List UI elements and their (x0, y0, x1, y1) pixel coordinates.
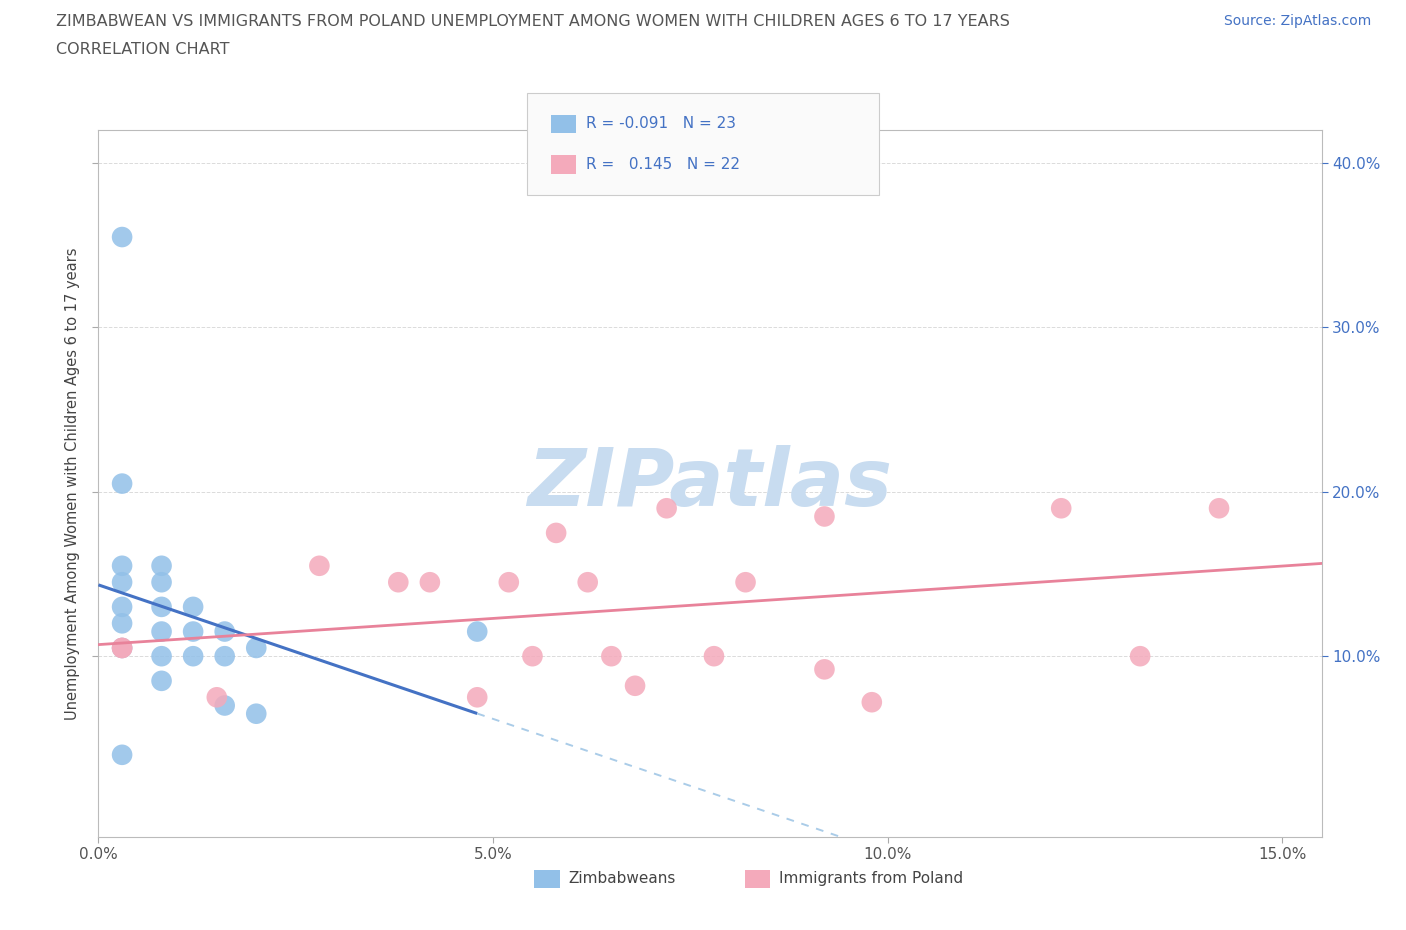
Point (465, 690, 488, 705)
Point (1050, 501, 1073, 516)
Point (150, 575, 173, 590)
Text: R = -0.091   N = 23: R = -0.091 N = 23 (586, 116, 737, 131)
Point (813, 509, 835, 524)
Point (150, 649, 173, 664)
Point (522, 649, 544, 664)
Point (205, 690, 228, 705)
Point (150, 558, 173, 573)
Point (111, 476, 134, 491)
Point (419, 575, 441, 590)
Point (111, 616, 134, 631)
Point (734, 575, 756, 590)
Point (624, 678, 647, 693)
Point (181, 624, 204, 639)
Point (860, 695, 883, 710)
Text: Zimbabweans: Zimbabweans (568, 871, 675, 886)
Text: R =   0.145   N = 22: R = 0.145 N = 22 (586, 157, 741, 172)
Point (546, 525, 568, 540)
Text: ZIMBABWEAN VS IMMIGRANTS FROM POLAND UNEMPLOYMENT AMONG WOMEN WITH CHILDREN AGES: ZIMBABWEAN VS IMMIGRANTS FROM POLAND UNE… (56, 14, 1010, 29)
Point (214, 649, 236, 664)
Text: ZIPatlas: ZIPatlas (527, 445, 893, 523)
Point (181, 600, 204, 615)
Point (111, 600, 134, 615)
Point (150, 600, 173, 615)
Point (465, 624, 488, 639)
Text: CORRELATION CHART: CORRELATION CHART (56, 42, 229, 57)
Point (150, 624, 173, 639)
Point (1129, 649, 1152, 664)
Point (576, 575, 599, 590)
Point (813, 662, 835, 677)
Point (111, 641, 134, 656)
Point (387, 575, 409, 590)
Point (308, 558, 330, 573)
Point (1208, 501, 1230, 516)
Point (111, 641, 134, 656)
Point (703, 649, 725, 664)
Point (245, 706, 267, 721)
Text: Immigrants from Poland: Immigrants from Poland (779, 871, 963, 886)
Point (111, 641, 134, 656)
Point (111, 748, 134, 763)
Point (150, 673, 173, 688)
Point (655, 501, 678, 516)
Point (498, 575, 520, 590)
Text: Source: ZipAtlas.com: Source: ZipAtlas.com (1223, 14, 1371, 28)
Point (111, 575, 134, 590)
Point (214, 698, 236, 713)
Point (245, 641, 267, 656)
Point (214, 624, 236, 639)
Point (600, 649, 623, 664)
Point (181, 649, 204, 664)
Point (111, 558, 134, 573)
Y-axis label: Unemployment Among Women with Children Ages 6 to 17 years: Unemployment Among Women with Children A… (65, 247, 80, 720)
Point (111, 230, 134, 245)
